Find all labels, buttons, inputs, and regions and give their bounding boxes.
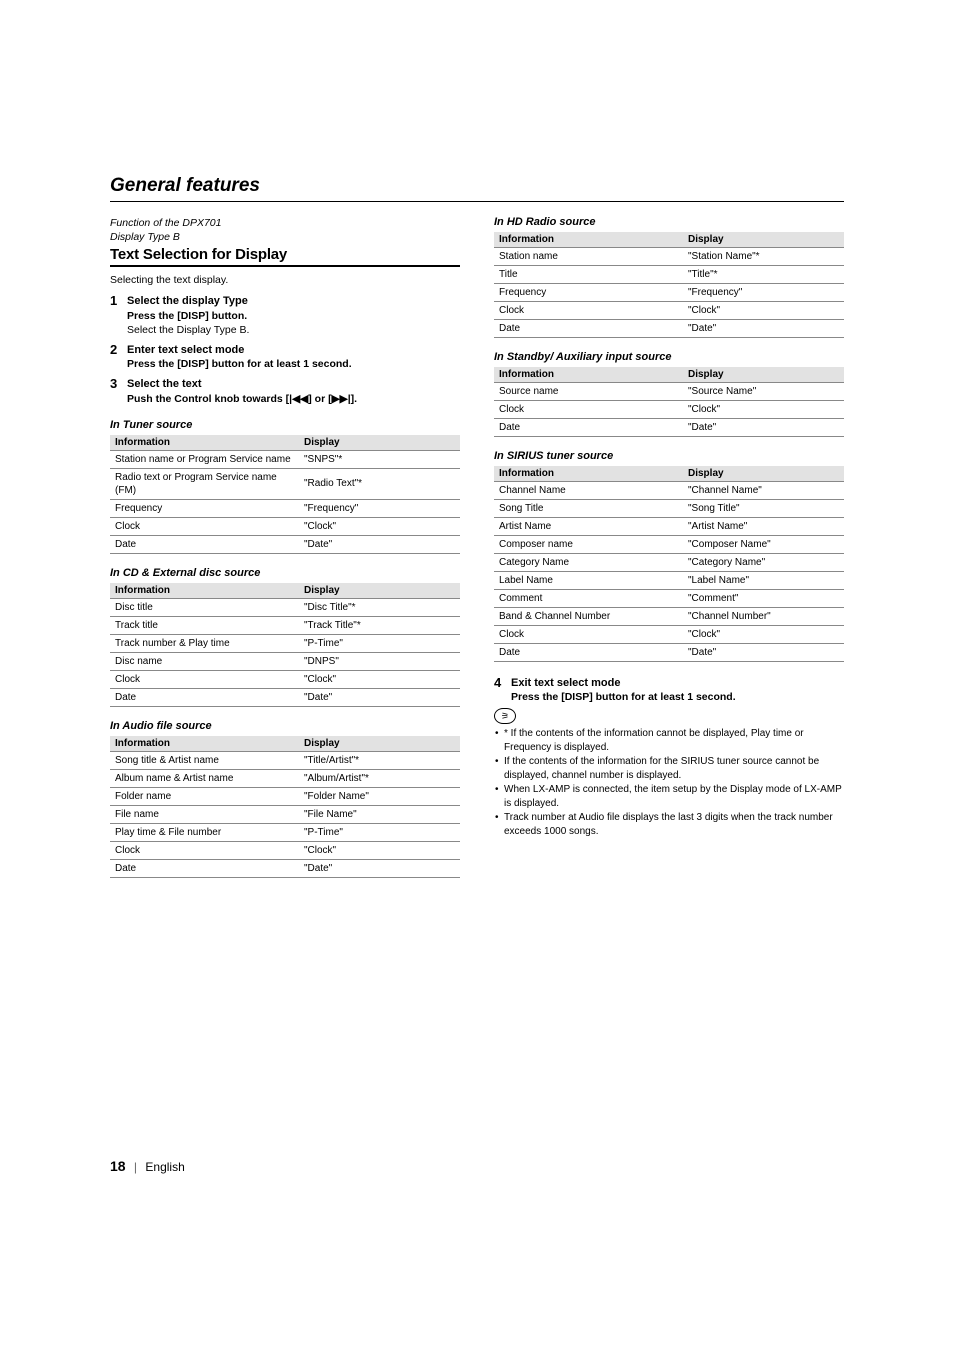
step-title: Select the text — [127, 377, 460, 391]
heading-text-selection: Text Selection for Display — [110, 246, 460, 267]
table-row: Track title"Track Title"* — [110, 616, 460, 634]
subhead-audio: In Audio file source — [110, 720, 460, 732]
table-row: Band & Channel Number"Channel Number" — [494, 608, 844, 626]
list-item: Track number at Audio file displays the … — [494, 811, 844, 838]
table-row: Frequency"Frequency" — [110, 499, 460, 517]
table-row: Source name"Source Name" — [494, 383, 844, 401]
table-audio: InformationDisplay Song title & Artist n… — [110, 736, 460, 878]
step-number: 1 — [110, 294, 121, 337]
table-row: File name"File Name" — [110, 805, 460, 823]
table-row: Date"Date" — [110, 688, 460, 706]
th-display: Display — [683, 367, 844, 383]
footer-language: English — [145, 1160, 184, 1174]
step-instruction: Press the [DISP] button for at least 1 s… — [511, 690, 844, 704]
th-information: Information — [110, 736, 299, 752]
page-footer: 18 | English — [110, 1158, 844, 1174]
section-title: General features — [110, 175, 844, 202]
table-hd: InformationDisplay Station name"Station … — [494, 232, 844, 338]
th-information: Information — [110, 583, 299, 599]
note-icon: ⚞ — [494, 708, 516, 724]
th-display: Display — [683, 232, 844, 248]
table-row: Title"Title"* — [494, 266, 844, 284]
table-row: Track number & Play time"P-Time" — [110, 634, 460, 652]
table-row: Radio text or Program Service name (FM)"… — [110, 468, 460, 499]
table-row: Clock"Clock" — [494, 401, 844, 419]
table-row: Composer name"Composer Name" — [494, 536, 844, 554]
table-row: Song title & Artist name"Title/Artist"* — [110, 751, 460, 769]
table-row: Disc name"DNPS" — [110, 652, 460, 670]
table-row: Channel Name"Channel Name" — [494, 482, 844, 500]
step-4: 4 Exit text select mode Press the [DISP]… — [494, 676, 844, 704]
step-title: Enter text select mode — [127, 343, 460, 357]
table-sirius: InformationDisplay Channel Name"Channel … — [494, 466, 844, 662]
step-number: 4 — [494, 676, 505, 704]
th-information: Information — [494, 367, 683, 383]
table-row: Clock"Clock" — [110, 517, 460, 535]
step-instruction: Press the [DISP] button. — [127, 309, 460, 323]
step-title: Exit text select mode — [511, 676, 844, 690]
th-display: Display — [299, 583, 460, 599]
footer-separator: | — [134, 1160, 137, 1174]
table-row: Clock"Clock" — [110, 670, 460, 688]
function-line-2: Display Type B — [110, 230, 460, 244]
list-item: If the contents of the information for t… — [494, 755, 844, 782]
right-column: In HD Radio source InformationDisplay St… — [494, 216, 844, 878]
th-information: Information — [494, 466, 683, 482]
th-display: Display — [683, 466, 844, 482]
table-row: Clock"Clock" — [494, 626, 844, 644]
step-2: 2 Enter text select mode Press the [DISP… — [110, 343, 460, 371]
th-display: Display — [299, 435, 460, 451]
table-cd: InformationDisplay Disc title"Disc Title… — [110, 583, 460, 707]
table-row: Station name"Station Name"* — [494, 248, 844, 266]
step-instruction: Push the Control knob towards [|◀◀] or [… — [127, 392, 460, 406]
th-display: Display — [299, 736, 460, 752]
table-row: Frequency"Frequency" — [494, 284, 844, 302]
step-instruction: Press the [DISP] button for at least 1 s… — [127, 357, 460, 371]
table-row: Date"Date" — [110, 535, 460, 553]
subhead-standby: In Standby/ Auxiliary input source — [494, 351, 844, 363]
table-row: Comment"Comment" — [494, 590, 844, 608]
table-row: Category Name"Category Name" — [494, 554, 844, 572]
table-row: Folder name"Folder Name" — [110, 787, 460, 805]
table-standby: InformationDisplay Source name"Source Na… — [494, 367, 844, 437]
step-number: 3 — [110, 377, 121, 405]
subhead-tuner: In Tuner source — [110, 419, 460, 431]
table-row: Disc title"Disc Title"* — [110, 598, 460, 616]
left-column: Function of the DPX701 Display Type B Te… — [110, 216, 460, 878]
page-number: 18 — [110, 1158, 126, 1174]
list-item: * If the contents of the information can… — [494, 727, 844, 754]
table-row: Song Title"Song Title" — [494, 500, 844, 518]
table-row: Date"Date" — [494, 644, 844, 662]
step-title: Select the display Type — [127, 294, 460, 308]
step-number: 2 — [110, 343, 121, 371]
table-row: Date"Date" — [494, 320, 844, 338]
subhead-cd: In CD & External disc source — [110, 567, 460, 579]
table-row: Artist Name"Artist Name" — [494, 518, 844, 536]
th-information: Information — [494, 232, 683, 248]
th-information: Information — [110, 435, 299, 451]
table-row: Clock"Clock" — [110, 841, 460, 859]
step-subtext: Select the Display Type B. — [127, 323, 460, 337]
table-row: Date"Date" — [110, 859, 460, 877]
table-row: Clock"Clock" — [494, 302, 844, 320]
function-line-1: Function of the DPX701 — [110, 216, 460, 230]
list-item: When LX-AMP is connected, the item setup… — [494, 783, 844, 810]
table-row: Date"Date" — [494, 419, 844, 437]
table-row: Label Name"Label Name" — [494, 572, 844, 590]
table-tuner: InformationDisplay Station name or Progr… — [110, 435, 460, 554]
notes-list: * If the contents of the information can… — [494, 727, 844, 838]
description: Selecting the text display. — [110, 274, 460, 286]
table-row: Station name or Program Service name"SNP… — [110, 450, 460, 468]
table-row: Album name & Artist name"Album/Artist"* — [110, 769, 460, 787]
table-row: Play time & File number"P-Time" — [110, 823, 460, 841]
step-1: 1 Select the display Type Press the [DIS… — [110, 294, 460, 337]
step-3: 3 Select the text Push the Control knob … — [110, 377, 460, 405]
subhead-sirius: In SIRIUS tuner source — [494, 450, 844, 462]
subhead-hd: In HD Radio source — [494, 216, 844, 228]
two-column-layout: Function of the DPX701 Display Type B Te… — [110, 216, 844, 878]
